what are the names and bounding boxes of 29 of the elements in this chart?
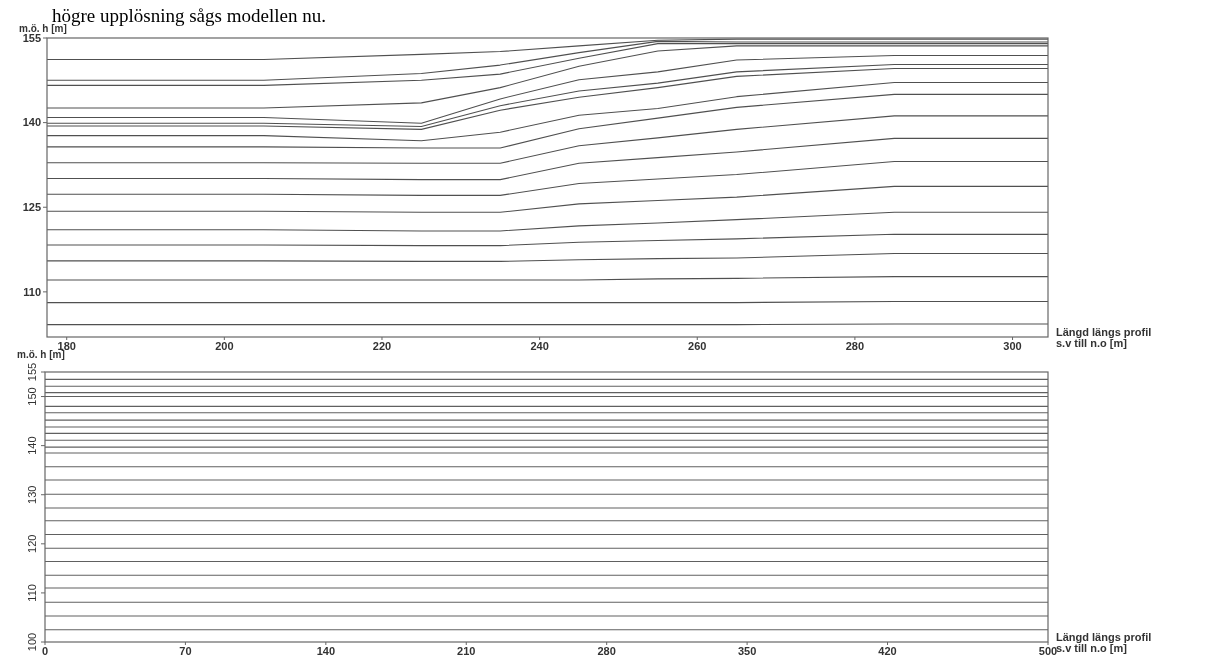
x-tick-label: 220 (372, 340, 392, 352)
x-tick-label: 240 (530, 340, 549, 352)
x-tick-label: 140 (316, 645, 336, 657)
y-tick-label: 130 (26, 485, 38, 504)
y-tick-label: 140 (26, 436, 38, 455)
y-tick-label: 100 (26, 632, 38, 652)
x-tick-label: 280 (845, 340, 865, 352)
x-tick-label: 210 (457, 645, 476, 657)
x-axis-title: Längd längs profil s.v till n.o [m] (1056, 326, 1152, 349)
y-tick-label: 110 (23, 285, 41, 298)
y-tick-label: 155 (22, 31, 41, 44)
y-tick-label: 140 (22, 116, 41, 129)
y-tick-label: 150 (26, 387, 38, 406)
x-tick-label: 500 (1038, 645, 1058, 657)
text: högre upplösning sågs modellen nu. (52, 5, 326, 26)
y-tick-label: 110 (26, 584, 38, 602)
x-tick-label: 0 (41, 645, 49, 657)
y-tick-label: 120 (26, 534, 38, 553)
x-tick-label: 280 (597, 645, 616, 657)
x-tick-label: 350 (737, 645, 757, 657)
y-axis-title: m.ö. h [m] (19, 23, 67, 34)
x-axis-title: Längd längs profil s.v till n.o [m] (1056, 631, 1152, 654)
y-tick-label: 155 (26, 362, 38, 382)
x-tick-label: 260 (688, 340, 707, 352)
y-tick-label: 125 (22, 201, 41, 214)
x-tick-label: 420 (878, 645, 897, 657)
x-tick-label: 70 (179, 645, 192, 657)
x-tick-label: 300 (1003, 340, 1022, 352)
x-tick-label: 200 (215, 340, 234, 352)
